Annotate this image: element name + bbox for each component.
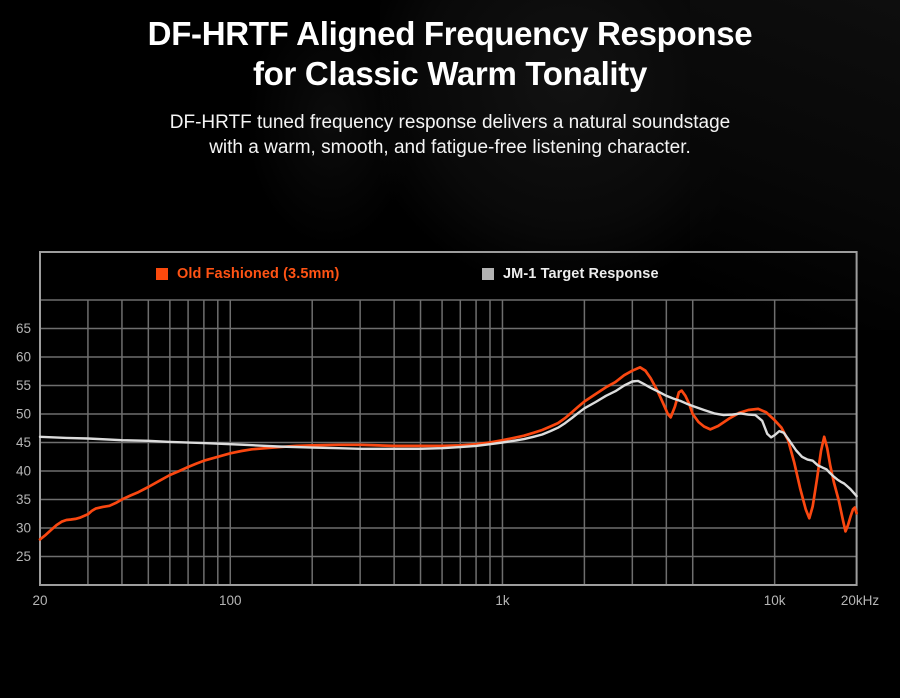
page-title-line2: for Classic Warm Tonality [252, 55, 648, 92]
legend-label-old-fashioned: Old Fashioned (3.5mm) [177, 266, 340, 282]
curve-old-fashioned [38, 365, 858, 541]
y-axis-tick-label: 65 [16, 321, 31, 336]
y-axis-tick-label: 35 [16, 492, 31, 507]
legend-swatch-jm1-target-icon [482, 268, 494, 280]
y-axis-tick-label: 50 [16, 407, 31, 422]
y-axis-tick-label: 45 [16, 435, 31, 450]
page-subtitle-line2: with a warm, smooth, and fatigue-free li… [209, 137, 691, 158]
y-axis-tick-label: 25 [16, 549, 31, 564]
page-title-line1: DF-HRTF Aligned Frequency Response [147, 15, 753, 52]
page-subtitle-line1: DF-HRTF tuned frequency response deliver… [169, 112, 731, 133]
page-title: DF-HRTF Aligned Frequency Response for C… [0, 14, 900, 94]
x-axis-tick-label: 20kHz [841, 593, 880, 608]
y-axis-tick-label: 55 [16, 378, 31, 393]
y-axis-tick-label: 30 [16, 521, 31, 536]
chart-border [39, 251, 858, 586]
header: DF-HRTF Aligned Frequency Response for C… [0, 14, 900, 160]
page-subtitle: DF-HRTF tuned frequency response deliver… [0, 110, 900, 160]
x-axis-tick-label: 10k [764, 593, 786, 608]
x-axis-tick-label: 1k [495, 593, 510, 608]
legend-label-jm1-target: JM-1 Target Response [503, 266, 659, 282]
y-axis-tick-label: 60 [16, 350, 31, 365]
legend-item-jm1-target: JM-1 Target Response [482, 266, 659, 282]
legend-swatch-old-fashioned-icon [156, 268, 168, 280]
x-axis-tick-label: 100 [219, 593, 242, 608]
curve-jm1-target [38, 379, 858, 498]
y-axis-tick-label: 40 [16, 464, 31, 479]
x-axis-tick-label: 20 [32, 593, 47, 608]
legend-item-old-fashioned: Old Fashioned (3.5mm) [156, 266, 340, 282]
